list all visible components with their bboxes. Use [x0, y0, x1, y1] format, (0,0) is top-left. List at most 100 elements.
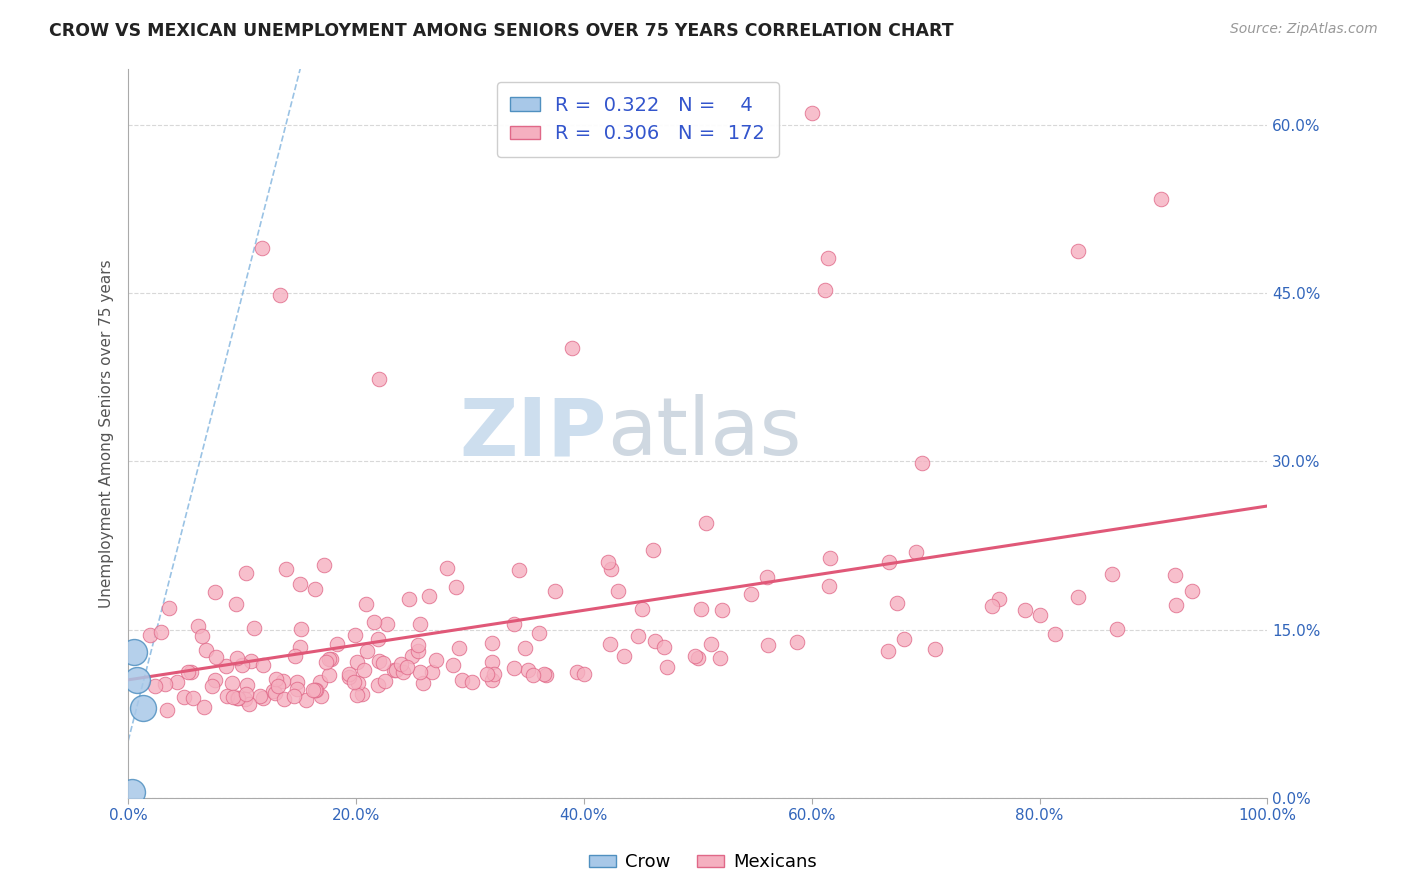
Point: [225, 651, 247, 665]
Point: [181, 691, 204, 706]
Point: [350, 687, 373, 701]
Point: [695, 516, 717, 530]
Point: [309, 689, 332, 703]
Point: [801, 105, 824, 120]
Point: [346, 688, 368, 702]
Point: [533, 666, 555, 681]
Point: [204, 650, 226, 665]
Point: [343, 675, 366, 690]
Point: [139, 628, 162, 642]
Point: [235, 687, 257, 701]
Point: [240, 654, 263, 668]
Point: [631, 602, 654, 616]
Point: [689, 601, 711, 615]
Point: [150, 624, 173, 639]
Point: [166, 675, 188, 690]
Point: [385, 663, 408, 677]
Point: [1067, 590, 1090, 604]
Point: [337, 666, 360, 681]
Point: [204, 673, 226, 687]
Point: [444, 580, 467, 594]
Point: [755, 569, 778, 583]
Point: [879, 555, 901, 569]
Point: [236, 678, 259, 692]
Point: [652, 640, 675, 655]
Point: [235, 566, 257, 581]
Point: [250, 241, 273, 255]
Point: [318, 652, 340, 666]
Point: [481, 673, 503, 687]
Point: [157, 601, 180, 615]
Point: [911, 456, 934, 470]
Point: [886, 596, 908, 610]
Y-axis label: Unemployment Among Seniors over 75 years: Unemployment Among Seniors over 75 years: [100, 259, 114, 607]
Point: [893, 632, 915, 646]
Point: [1043, 627, 1066, 641]
Point: [877, 644, 900, 658]
Point: [398, 592, 420, 607]
Point: [375, 616, 398, 631]
Point: [194, 643, 217, 657]
Point: [290, 640, 312, 655]
Point: [395, 660, 418, 674]
Point: [599, 637, 621, 651]
Point: [515, 640, 537, 655]
Point: [231, 658, 253, 673]
Point: [193, 700, 215, 714]
Point: [304, 582, 326, 596]
Legend: Crow, Mexicans: Crow, Mexicans: [582, 847, 824, 879]
Point: [233, 691, 256, 706]
Point: [367, 678, 389, 692]
Point: [353, 664, 375, 678]
Point: [222, 690, 245, 704]
Point: [905, 544, 928, 558]
Point: [700, 637, 723, 651]
Point: [1150, 192, 1173, 206]
Point: [301, 683, 323, 698]
Point: [367, 632, 389, 646]
Text: atlas: atlas: [606, 394, 801, 472]
Point: [267, 679, 290, 693]
Point: [180, 665, 202, 679]
Point: [214, 658, 236, 673]
Point: [544, 584, 567, 599]
Legend: R =  0.322   N =    4, R =  0.306   N =  172: R = 0.322 N = 4, R = 0.306 N = 172: [496, 82, 779, 157]
Point: [1029, 608, 1052, 623]
Point: [271, 673, 294, 688]
Point: [122, 645, 145, 659]
Point: [315, 655, 337, 669]
Point: [786, 635, 808, 649]
Point: [709, 651, 731, 665]
Point: [981, 599, 1004, 613]
Point: [285, 682, 308, 697]
Point: [226, 691, 249, 706]
Point: [226, 690, 249, 705]
Point: [127, 673, 149, 688]
Point: [813, 283, 835, 297]
Point: [225, 597, 247, 611]
Point: [756, 638, 779, 652]
Point: [818, 550, 841, 565]
Point: [449, 641, 471, 656]
Point: [309, 675, 332, 690]
Point: [374, 674, 396, 689]
Point: [284, 648, 307, 663]
Point: [1105, 622, 1128, 636]
Point: [1164, 567, 1187, 582]
Point: [177, 665, 200, 680]
Point: [711, 603, 734, 617]
Point: [173, 690, 195, 704]
Point: [243, 621, 266, 635]
Point: [529, 625, 551, 640]
Point: [1181, 583, 1204, 598]
Point: [249, 689, 271, 703]
Point: [561, 341, 583, 355]
Point: [572, 667, 595, 681]
Point: [305, 683, 328, 698]
Point: [314, 558, 336, 573]
Point: [337, 670, 360, 684]
Point: [475, 666, 498, 681]
Point: [156, 703, 179, 717]
Point: [304, 683, 326, 698]
Text: CROW VS MEXICAN UNEMPLOYMENT AMONG SENIORS OVER 75 YEARS CORRELATION CHART: CROW VS MEXICAN UNEMPLOYMENT AMONG SENIO…: [49, 22, 953, 40]
